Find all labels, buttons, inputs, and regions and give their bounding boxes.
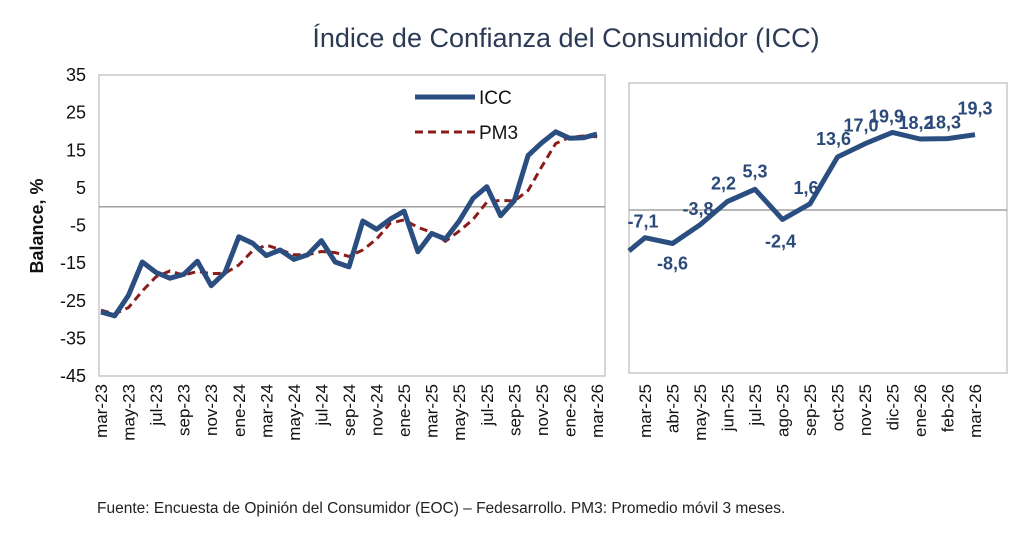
x-tick-label: jun-25: [719, 384, 738, 432]
data-label: 18,3: [926, 113, 961, 133]
x-tick-label: oct-25: [829, 384, 848, 431]
y-tick-label: -25: [60, 291, 86, 311]
y-tick-label: -35: [60, 328, 86, 348]
x-tick-label: nov-25: [533, 384, 552, 436]
footnote: Fuente: Encuesta de Opinión del Consumid…: [97, 500, 785, 517]
legend-item-icc: ICC: [415, 88, 512, 109]
x-tick-label: sep-25: [505, 384, 524, 436]
x-tick-label: nov-23: [202, 384, 221, 436]
x-tick-label: may-24: [285, 384, 304, 441]
series-line-pm3: [100, 134, 598, 316]
legend-label-pm3: PM3: [479, 123, 518, 144]
x-tick-label: ene-25: [395, 384, 414, 437]
x-tick-label: jul-23: [147, 384, 166, 427]
x-tick-label: mar-26: [588, 384, 607, 438]
left-points: [101, 132, 597, 316]
data-label: -7,1: [627, 212, 658, 232]
x-tick-label: mar-25: [423, 384, 442, 438]
data-label: 18,2: [898, 113, 933, 133]
x-tick-label: abr-25: [664, 384, 683, 433]
right-data-labels: -7,1-8,6-3,82,25,3-2,41,613,617,019,918,…: [627, 99, 992, 274]
x-tick-label: ago-25: [774, 384, 793, 437]
y-tick-label: 5: [76, 178, 86, 198]
x-tick-label: jul-25: [746, 384, 765, 427]
right-x-ticks: mar-25 abr-25 may-25 jun-25 jul-25 ago-25 sep-…: [636, 384, 985, 441]
x-tick-label: ene-26: [911, 384, 930, 437]
x-tick-label: mar-23: [92, 384, 111, 438]
y-tick-label: 35: [66, 65, 86, 85]
data-label: -3,8: [682, 199, 713, 219]
x-tick-label: ene-26: [560, 384, 579, 437]
data-label: -2,4: [765, 231, 796, 251]
x-tick-label: jul-24: [312, 384, 331, 427]
left-x-ticks: mar-23 may-23 jul-23 sep-23 nov-23 ene-24 mar-…: [92, 384, 607, 441]
data-label: 13,6: [816, 129, 851, 149]
y-tick-label: -45: [60, 366, 86, 386]
right-panel: mar-25 abr-25 may-25 jun-25 jul-25 ago-25 sep-…: [627, 82, 1008, 441]
x-tick-label: mar-26: [966, 384, 985, 438]
x-tick-label: feb-26: [939, 384, 958, 432]
series-line-icc: [100, 129, 598, 319]
x-tick-label: nov-25: [856, 384, 875, 436]
x-tick-label: sep-25: [801, 384, 820, 436]
x-tick-label: jul-25: [478, 384, 497, 427]
y-tick-label: 25: [66, 103, 86, 123]
legend: ICC PM3: [415, 88, 518, 144]
y-tick-label: -5: [70, 216, 86, 236]
chart-title: Índice de Confianza del Consumidor (ICC): [312, 23, 819, 53]
data-label: 19,9: [869, 106, 904, 126]
y-tick-label: 15: [66, 140, 86, 160]
x-tick-label: sep-23: [175, 384, 194, 436]
data-label: 19,3: [957, 99, 992, 119]
x-tick-label: dic-25: [884, 384, 903, 430]
y-tick-label: -15: [60, 253, 86, 273]
left-plot-frame: [98, 74, 606, 377]
x-tick-label: sep-24: [340, 384, 359, 436]
x-tick-label: may-25: [691, 384, 710, 441]
left-panel: 35 25 15 5 -5 -15 -25 -35 -45 mar-23 may-23 jul-23…: [27, 65, 607, 441]
left-y-ticks: 35 25 15 5 -5 -15 -25 -35 -45: [60, 65, 86, 386]
data-label: 2,2: [711, 173, 736, 193]
series-line-icc-zoom: [627, 129, 976, 253]
x-tick-label: ene-24: [230, 384, 249, 437]
legend-label-icc: ICC: [479, 88, 512, 109]
x-tick-label: may-23: [120, 384, 139, 441]
x-tick-label: may-25: [450, 384, 469, 441]
data-label: 1,6: [793, 178, 818, 198]
data-label: 17,0: [843, 116, 878, 136]
legend-item-pm3: PM3: [415, 123, 518, 144]
right-plot-frame: [628, 82, 1008, 374]
data-label: -8,6: [657, 254, 688, 274]
x-tick-label: nov-24: [368, 384, 387, 436]
data-label: 5,3: [742, 161, 767, 181]
x-tick-label: mar-25: [636, 384, 655, 438]
y-axis-label: Balance, %: [27, 178, 47, 273]
x-tick-label: mar-24: [257, 384, 276, 438]
